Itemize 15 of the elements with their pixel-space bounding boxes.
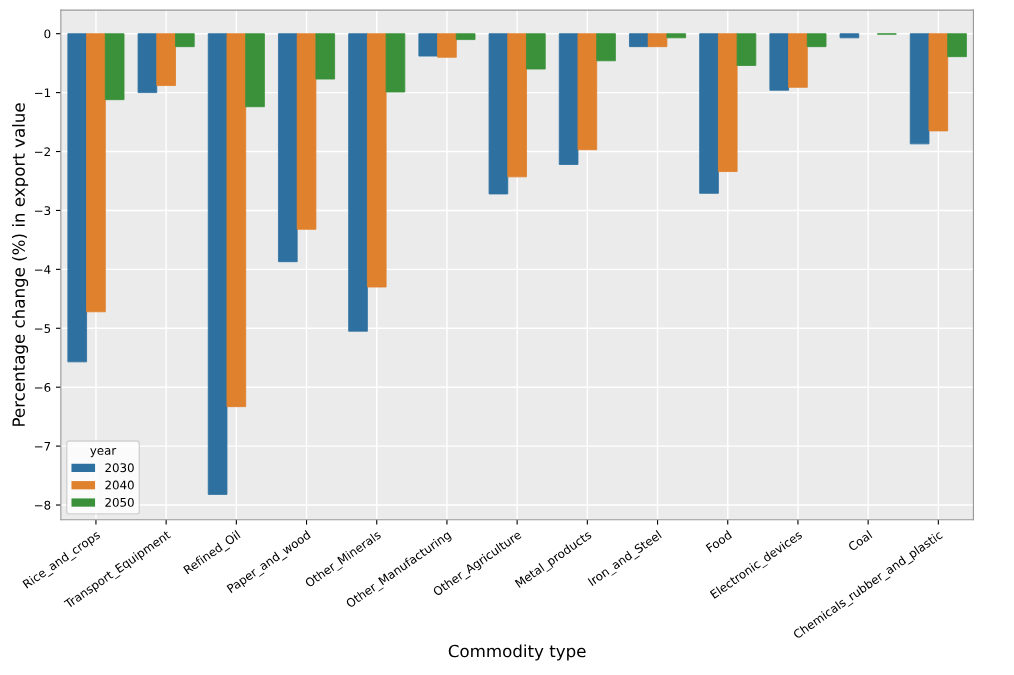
legend-label: 2050 [105, 497, 134, 507]
x-axis-title: Commodity type [448, 644, 586, 661]
y-tick-label: −7 [34, 441, 51, 451]
y-tick-label: 0 [44, 29, 51, 39]
legend-title: year [90, 448, 117, 458]
y-tick-label: −5 [34, 324, 51, 333]
y-tick-label: −3 [34, 206, 51, 216]
y-axis-title: Percentage change (%) in export value [12, 103, 29, 426]
y-tick-label: −2 [34, 147, 50, 157]
y-tick-label: −8 [34, 500, 51, 510]
legend-label: 2030 [105, 463, 134, 473]
legend-label: 2040 [105, 480, 134, 490]
y-tick-label: −6 [34, 382, 51, 392]
y-tick-label: −1 [34, 88, 51, 98]
y-tick-label: −4 [34, 265, 51, 274]
